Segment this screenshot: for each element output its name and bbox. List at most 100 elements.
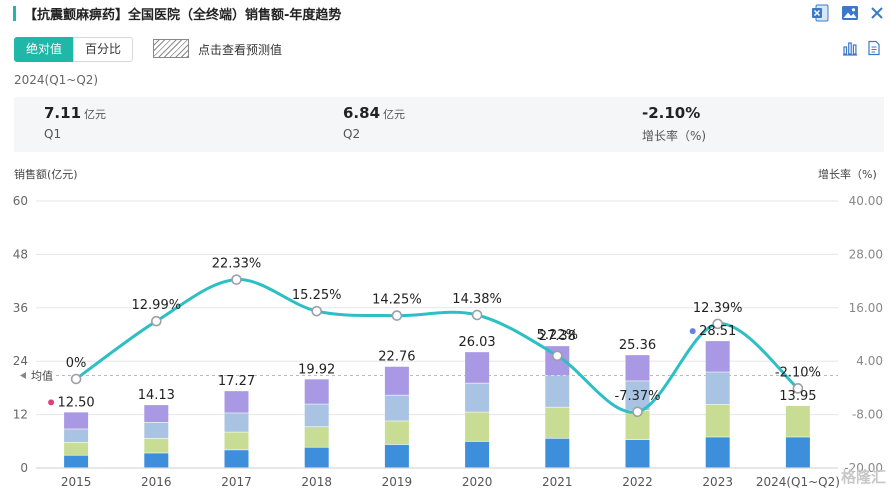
bar-segment bbox=[705, 437, 730, 468]
y2-tick-label: 4.00 bbox=[856, 354, 883, 368]
bar-segment bbox=[384, 395, 409, 421]
bar-segment bbox=[465, 441, 490, 468]
forecast-toggle-swatch[interactable] bbox=[153, 39, 189, 58]
x-tick-label: 2021 bbox=[542, 475, 573, 489]
bar-segment bbox=[224, 391, 249, 413]
growth-label: 15.25% bbox=[292, 288, 342, 303]
y-tick-label: 24 bbox=[13, 354, 28, 368]
bar-segment bbox=[144, 438, 169, 453]
growth-label: 12.99% bbox=[132, 298, 182, 313]
bar-total-label: 22.76 bbox=[378, 350, 415, 365]
y2-tick-label: 28.00 bbox=[849, 247, 883, 261]
growth-label: 增长率（%) bbox=[642, 129, 707, 143]
bar-segment bbox=[545, 438, 570, 468]
y-tick-label: 0 bbox=[20, 461, 28, 475]
q2-value: 6.84 bbox=[343, 104, 381, 122]
growth-point bbox=[231, 274, 242, 285]
bar-segment bbox=[625, 381, 650, 410]
tab-percentage[interactable]: 百分比 bbox=[73, 37, 133, 62]
excel-export-icon[interactable] bbox=[811, 4, 829, 22]
bar-segment bbox=[304, 404, 329, 427]
watermark: 格隆汇 bbox=[841, 468, 886, 486]
growth-point bbox=[311, 305, 323, 317]
bar-segment bbox=[384, 421, 409, 445]
growth-point bbox=[70, 373, 82, 385]
summary-q1: 7.11 亿元 Q1 bbox=[44, 103, 106, 141]
growth-point bbox=[792, 383, 804, 394]
growth-label: 5.22% bbox=[537, 328, 578, 343]
bar-segment bbox=[64, 412, 89, 429]
y-tick-label: 60 bbox=[13, 194, 28, 208]
bar-segment bbox=[144, 422, 169, 439]
bar-total-label: 14.13 bbox=[138, 388, 175, 403]
document-icon[interactable] bbox=[866, 40, 882, 56]
bar-chart-icon[interactable] bbox=[842, 40, 858, 56]
growth-label: 12.39% bbox=[693, 301, 743, 316]
bar-segment bbox=[224, 450, 249, 468]
y2-tick-label: 16.00 bbox=[849, 301, 883, 315]
bar-segment bbox=[384, 366, 409, 395]
growth-label: 14.25% bbox=[372, 293, 422, 308]
forecast-toggle-label[interactable]: 点击查看预测值 bbox=[198, 43, 283, 57]
growth-value: -2.10% bbox=[642, 104, 701, 122]
q1-value: 7.11 bbox=[44, 104, 82, 122]
bar-segment bbox=[705, 372, 730, 405]
x-tick-label: 2016 bbox=[141, 475, 172, 489]
q2-label: Q2 bbox=[343, 127, 361, 141]
x-tick-label: 2022 bbox=[622, 475, 653, 489]
tab-absolute-value[interactable]: 绝对值 bbox=[14, 37, 74, 62]
y2-tick-label: -8.00 bbox=[852, 408, 883, 422]
bar-segment bbox=[304, 447, 329, 468]
summary-q2: 6.84 亿元 Q2 bbox=[343, 103, 405, 141]
bar-segment bbox=[64, 455, 89, 468]
growth-point bbox=[632, 406, 643, 418]
bar-segment bbox=[625, 355, 650, 381]
q1-unit: 亿元 bbox=[84, 108, 107, 121]
bar-total-label: 25.36 bbox=[619, 338, 656, 353]
close-icon[interactable] bbox=[868, 4, 886, 22]
growth-label: -7.37% bbox=[615, 389, 661, 404]
period-label: 2024(Q1~Q2) bbox=[14, 73, 99, 87]
bar-segment bbox=[785, 437, 810, 468]
bar-segment bbox=[144, 405, 169, 423]
y2-axis-title: 增长率（%) bbox=[818, 168, 877, 181]
bar-segment bbox=[384, 444, 409, 468]
y-tick-label: 12 bbox=[13, 408, 28, 422]
bar-segment bbox=[625, 439, 650, 468]
image-export-icon[interactable] bbox=[841, 4, 859, 22]
growth-point bbox=[391, 310, 403, 321]
growth-point bbox=[471, 309, 483, 321]
header: 【抗震颤麻痹药】全国医院（全终端）销售额-年度趋势 bbox=[0, 0, 891, 28]
bar-segment bbox=[304, 427, 329, 447]
x-tick-label: 2023 bbox=[702, 475, 733, 489]
x-tick-label: 2020 bbox=[462, 475, 493, 489]
bar-segment bbox=[705, 341, 730, 372]
x-tick-label: 2019 bbox=[382, 475, 413, 489]
y-tick-label: 48 bbox=[13, 247, 28, 261]
bar-segment bbox=[465, 412, 490, 442]
average-marker-icon bbox=[20, 371, 26, 379]
marker-dot bbox=[689, 328, 696, 335]
summary-growth: -2.10% 增长率（%) bbox=[642, 103, 706, 144]
y-tick-label: 36 bbox=[13, 301, 28, 315]
bar-total-label: 28.51 bbox=[699, 324, 736, 339]
bar-total-label: 13.95 bbox=[779, 389, 816, 404]
summary-panel: 7.11 亿元 Q1 6.84 亿元 Q2 -2.10% 增长率（%) bbox=[14, 97, 884, 152]
y-axis-title: 销售额(亿元) bbox=[14, 168, 78, 181]
page-title: 【抗震颤麻痹药】全国医院（全终端）销售额-年度趋势 bbox=[24, 8, 342, 23]
label-layer: 0 12 24 36 48 60 -20.00 -8.00 4.00 16.00 28.00 40.0… bbox=[13, 194, 886, 489]
growth-label: 22.33% bbox=[212, 257, 262, 272]
bar-total-label: 26.03 bbox=[458, 335, 495, 350]
growth-line-layer bbox=[70, 274, 804, 418]
growth-label: -2.10% bbox=[775, 365, 821, 380]
bar-segment bbox=[545, 407, 570, 439]
bar-segment bbox=[545, 375, 570, 407]
x-tick-label: 2024(Q1~Q2) bbox=[756, 475, 840, 489]
x-tick-label: 2017 bbox=[221, 475, 252, 489]
bar-segment bbox=[144, 453, 169, 468]
growth-point bbox=[551, 350, 563, 362]
growth-point bbox=[151, 315, 162, 327]
bar-segment bbox=[785, 405, 810, 437]
marker-dot bbox=[48, 399, 55, 406]
